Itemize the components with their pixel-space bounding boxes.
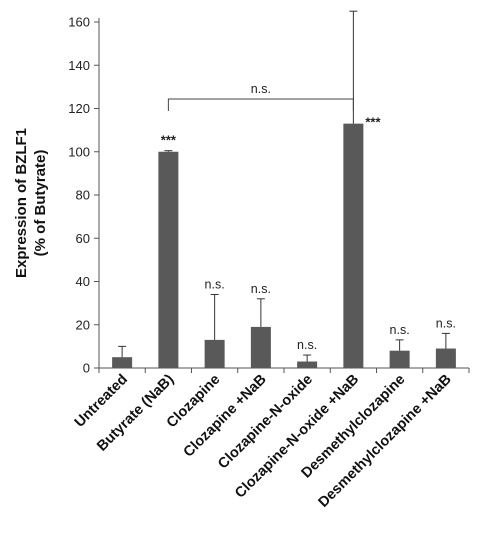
significance-label: n.s.: [205, 277, 225, 291]
significance-label: n.s.: [390, 323, 410, 337]
y-tick-label: 40: [76, 274, 90, 289]
significance-label: n.s.: [436, 316, 456, 330]
y-tick-label: 80: [76, 188, 90, 203]
bar: [250, 326, 271, 368]
y-tick-label: 60: [76, 231, 90, 246]
significance-label: n.s.: [251, 282, 271, 296]
comparison-bracket: [167, 98, 354, 111]
bar: [343, 123, 364, 368]
bracket-label: n.s.: [251, 82, 271, 96]
bar: [158, 151, 179, 368]
y-tick-label: 120: [68, 101, 90, 116]
bar: [389, 350, 410, 368]
category-label: Clozapine +NaB: [181, 372, 270, 461]
y-tick-label: 20: [76, 317, 90, 332]
y-tick-label: 160: [68, 15, 90, 30]
plot-area: 020406080100120140160Untreated***Butyrat…: [68, 10, 470, 511]
significance-label: ***: [365, 115, 381, 130]
y-tick-label: 140: [68, 58, 90, 73]
bar: [435, 348, 456, 368]
y-axis-label-line-1: Expression of BZLF1: [13, 128, 30, 278]
bar: [204, 339, 225, 368]
bar: [112, 357, 133, 368]
bar: [297, 361, 318, 368]
y-axis-label: Expression of BZLF1 (% of Butyrate): [13, 128, 49, 278]
y-tick-label: 0: [83, 361, 90, 376]
y-tick-label: 100: [68, 144, 90, 159]
y-axis-label-line-2: (% of Butyrate): [32, 150, 49, 257]
significance-label: n.s.: [297, 338, 317, 352]
significance-label: ***: [161, 133, 177, 148]
